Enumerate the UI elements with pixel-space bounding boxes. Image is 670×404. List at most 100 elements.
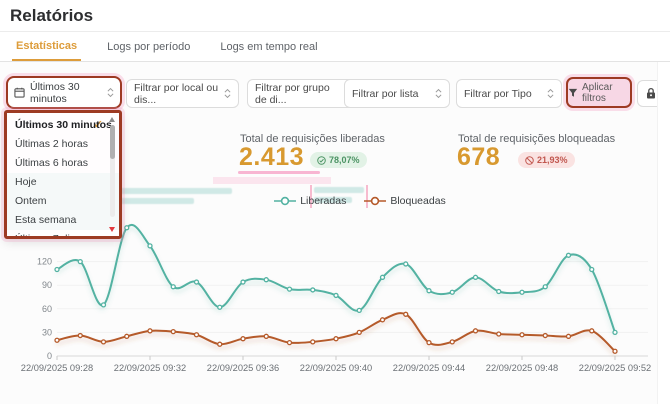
data-point-marker [542,284,548,290]
data-point-marker [286,339,293,346]
liberadas-stat-label: Total de requisições liberadas [240,133,385,145]
filter-local-select[interactable]: Filtrar por local ou dis... [126,79,239,108]
data-point-marker [379,274,386,280]
calendar-icon [14,87,25,98]
annotation-strip [310,185,312,208]
data-point-marker [496,288,502,295]
menu-scrollbar[interactable] [110,125,115,217]
data-point-marker [403,261,409,267]
data-point-marker [193,332,200,338]
legend-marker-liberadas [274,196,297,206]
data-point-marker [217,341,223,347]
right-gutter [657,62,670,404]
series-liberadas [54,224,618,336]
block-icon [525,155,534,165]
x-axis-tick-label: 22/09/2025 09:48 [486,363,558,373]
filter-funnel-icon [568,88,578,98]
data-point-marker [100,339,107,345]
data-point-marker [449,289,455,295]
data-point-marker [426,288,432,294]
filter-grupo-placeholder: Filtrar por grupo de di... [255,81,330,106]
data-point-marker [310,287,316,293]
chart-legend: Liberadas Bloqueadas [250,194,470,208]
y-axis-tick-label: 120 [37,257,52,267]
data-point-marker [263,333,269,339]
y-axis-tick-label: 90 [42,280,52,290]
filter-lista-select[interactable]: Filtrar por lista [344,79,450,108]
y-axis-tick-label: 60 [42,304,52,314]
menu-item-ultimos-30-minutos[interactable]: ✓ Últimos 30 minutos [7,116,119,135]
data-point-marker [286,286,293,292]
data-point-marker [589,266,595,273]
data-point-marker [449,339,455,345]
menu-item-ontem[interactable]: Ontem [7,192,119,211]
data-point-marker [77,332,83,339]
data-point-marker [124,225,130,231]
apply-filters-button[interactable]: Aplicar filtros [566,77,632,108]
ghost-text-block [120,188,232,208]
data-point-marker [356,329,362,336]
annotation-band [213,177,331,184]
scroll-down-icon[interactable] [109,227,115,232]
menu-scrollbar-thumb[interactable] [110,125,115,159]
filter-tipo-select[interactable]: Filtrar por Tipo [456,79,562,108]
menu-item-ultimas-2-horas[interactable]: Últimas 2 horas [15,138,88,150]
liberadas-stat-value: 2.413 [239,143,305,171]
menu-item-ultimos-7-dias[interactable]: Últimos 7 dias [15,233,81,239]
legend-item-bloqueadas[interactable]: Bloqueadas [364,194,446,208]
data-point-marker [193,279,200,285]
tab-estatisticas[interactable]: Estatísticas [12,32,82,61]
x-axis-tick-label: 22/09/2025 09:36 [207,363,279,373]
data-point-marker [124,333,130,339]
data-point-marker [54,337,60,343]
requests-chart[interactable]: 0 30 60 90 120 22/09/2025 09:28 22/09/2025 09:… [0,210,670,404]
series-line [56,224,616,334]
page-title: Relatórios [10,6,94,25]
data-point-marker [310,339,316,345]
menu-item-ultimas-6-horas[interactable]: Últimas 6 horas [15,157,88,169]
filter-lista-placeholder: Filtrar por lista [352,87,419,100]
data-point-marker [147,328,153,334]
menu-item-hoje[interactable]: Hoje [7,173,119,192]
unfold-arrows-icon [107,87,114,98]
menu-item-esta-semana[interactable]: Esta semana [7,211,119,230]
data-point-marker [333,336,339,342]
data-point-marker [472,328,479,334]
apply-filters-label: Aplicar filtros [582,81,613,104]
tab-bar: Estatísticas Logs por período Logs em te… [0,31,670,62]
data-point-marker [147,243,153,249]
bloqueadas-stat-label: Total de requisições bloqueadas [458,133,616,145]
annotation-strip [366,185,368,208]
liberadas-badge-value: 78,07% [329,155,360,165]
tab-logs-tempo-real[interactable]: Logs em tempo real [220,40,318,53]
bloqueadas-stat-value: 678 [457,143,501,171]
annotation-underline [238,171,320,174]
data-point-marker [170,284,176,290]
x-axis-tick-label: 22/09/2025 09:44 [393,363,465,373]
data-point-marker [496,331,502,337]
tab-logs-por-periodo[interactable]: Logs por período [107,40,191,53]
legend-marker-bloqueadas [364,196,387,206]
legend-item-liberadas[interactable]: Liberadas [274,194,346,208]
data-point-marker [542,332,548,339]
unfold-arrows-icon [435,88,442,99]
data-point-marker [333,292,339,299]
x-axis-tick-label: 22/09/2025 09:32 [114,363,186,373]
legend-label-liberadas: Liberadas [300,195,347,207]
data-point-marker [589,328,595,334]
scroll-up-icon[interactable] [109,117,115,122]
check-icon: ✓ [93,119,103,131]
data-point-marker [612,329,618,336]
data-point-marker [612,348,618,354]
bloqueadas-badge: 21,93% [518,152,575,168]
data-point-marker [426,339,432,346]
data-point-marker [379,317,386,323]
unfold-arrows-icon [547,88,554,99]
y-axis-tick-label: 30 [42,327,52,337]
data-point-marker [519,289,525,295]
period-select[interactable]: Últimos 30 minutos [6,76,122,109]
liberadas-badge: 78,07% [310,152,367,168]
data-point-marker [519,332,525,338]
data-point-marker [54,266,60,273]
